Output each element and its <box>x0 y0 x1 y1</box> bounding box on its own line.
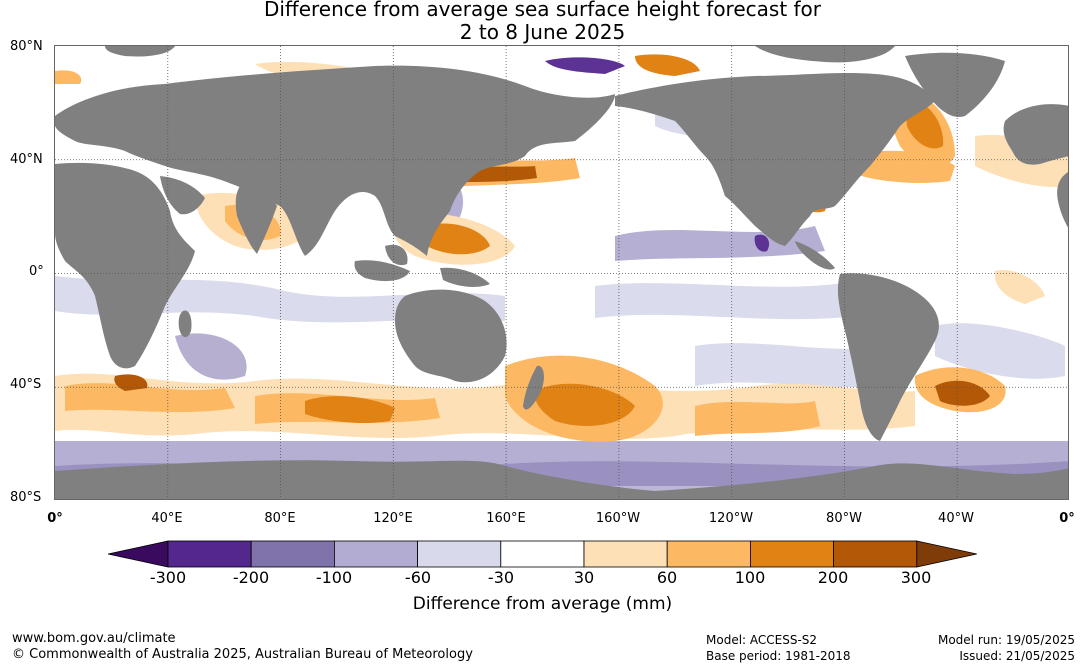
colorbar-segment <box>666 540 751 568</box>
base-period: Base period: 1981-2018 <box>706 649 851 663</box>
colorbar-extend-low <box>108 540 169 568</box>
greenland <box>905 52 1005 117</box>
india <box>235 186 277 254</box>
colorbar-tick: 200 <box>817 568 849 587</box>
lat-label-40s: 40°S <box>10 377 42 392</box>
lat-label-80n: 80°N <box>10 39 43 54</box>
australia <box>395 289 507 383</box>
footer-credits: www.bom.gov.au/climate © Commonwealth of… <box>12 631 473 663</box>
colorbar-segment <box>167 540 252 568</box>
colorbar-tick: 100 <box>734 568 766 587</box>
lon-label-40w: 40°W <box>938 511 974 526</box>
colorbar-segment <box>500 540 585 568</box>
lon-label-120e: 120°E <box>373 511 413 526</box>
borneo <box>385 244 408 266</box>
svalbard <box>105 46 175 57</box>
japan <box>454 155 471 181</box>
colorbar-segment <box>333 540 418 568</box>
lat-label-80s: 80°S <box>10 490 42 505</box>
lon-label-160w: 160°W <box>595 511 641 526</box>
colorbar-segment <box>583 540 668 568</box>
lon-label-80e: 80°E <box>264 511 296 526</box>
south-america <box>837 273 939 441</box>
new-guinea <box>440 267 490 287</box>
website-link[interactable]: www.bom.gov.au/climate <box>12 631 176 646</box>
new-zealand <box>523 365 544 410</box>
title-line-2: 2 to 8 June 2025 <box>459 20 626 44</box>
philippines <box>414 215 425 239</box>
footer-model-info: Model: ACCESS-S2 Base period: 1981-2018 <box>706 632 851 664</box>
colorbar-label: Difference from average (mm) <box>412 594 673 614</box>
lon-label-160e: 160°E <box>486 511 526 526</box>
map-title: Difference from average sea surface heig… <box>0 0 1085 44</box>
colorbar-segment <box>833 540 918 568</box>
colorbar-extend-high <box>916 540 977 568</box>
indonesia <box>354 260 410 282</box>
africa <box>55 162 195 369</box>
arabia <box>160 176 205 215</box>
model-run-date: Model run: 19/05/2025 <box>937 633 1075 647</box>
colorbar <box>108 540 977 568</box>
colorbar-segment <box>417 540 502 568</box>
title-line-1: Difference from average sea surface heig… <box>263 0 822 21</box>
colorbar-tick: -30 <box>487 568 515 587</box>
lon-label-0-right: 0° <box>1059 511 1075 526</box>
model-name: Model: ACCESS-S2 <box>706 633 818 647</box>
colorbar-tick: -60 <box>404 568 432 587</box>
antarctica <box>55 460 1068 499</box>
colorbar-tick: -200 <box>232 568 270 587</box>
issued-date: Issued: 21/05/2025 <box>959 649 1075 663</box>
central-america <box>795 241 835 270</box>
lat-label-40n: 40°N <box>10 152 43 167</box>
graticule <box>55 46 1068 499</box>
colorbar-tick: -100 <box>315 568 353 587</box>
lat-label-equator: 0° <box>29 264 44 279</box>
uk-ireland <box>1048 115 1059 135</box>
madagascar <box>178 310 192 338</box>
colorbar-segment <box>750 540 835 568</box>
lon-label-40e: 40°E <box>151 511 183 526</box>
lon-label-0-left: 0° <box>47 511 63 526</box>
sea-surface-height-map <box>54 45 1069 500</box>
eurasia <box>55 65 615 256</box>
arctic-canada <box>755 46 895 63</box>
footer-dates: Model run: 19/05/2025 Issued: 21/05/2025 <box>938 632 1075 664</box>
lon-label-120w: 120°W <box>708 511 754 526</box>
colorbar-tick: 60 <box>656 568 678 587</box>
colorbar-tick: -300 <box>149 568 187 587</box>
colorbar-tick: 300 <box>900 568 932 587</box>
africa-west-wrap <box>1057 172 1068 228</box>
lon-label-80w: 80°W <box>826 511 862 526</box>
copyright-text: © Commonwealth of Australia 2025, Austra… <box>12 647 473 662</box>
colorbar-tick: 30 <box>573 568 595 587</box>
colorbar-segment <box>250 540 335 568</box>
